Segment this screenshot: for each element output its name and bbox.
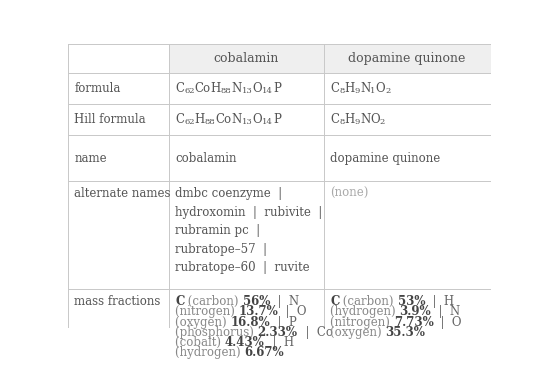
Text: 2: 2	[380, 118, 385, 126]
Text: C: C	[330, 113, 339, 126]
Text: Co: Co	[216, 113, 232, 126]
Text: (none): (none)	[330, 187, 368, 201]
Text: P: P	[273, 82, 281, 95]
Text: (oxygen): (oxygen)	[175, 315, 231, 329]
Text: (carbon): (carbon)	[184, 295, 243, 308]
Text: Co: Co	[195, 82, 211, 95]
Text: 1: 1	[370, 87, 376, 95]
Text: 4.43%: 4.43%	[225, 336, 264, 349]
Text: 13.7%: 13.7%	[239, 305, 278, 318]
Text: 35.3%: 35.3%	[385, 326, 425, 339]
Text: (nitrogen): (nitrogen)	[330, 315, 393, 329]
Text: 14: 14	[262, 118, 273, 126]
Text: cobalamin: cobalamin	[214, 52, 279, 65]
Text: 9: 9	[355, 118, 360, 126]
Text: 7.73%: 7.73%	[393, 315, 433, 329]
Text: H: H	[195, 113, 205, 126]
Text: 62: 62	[184, 87, 195, 95]
Text: C: C	[175, 113, 184, 126]
Text: 13: 13	[242, 118, 253, 126]
Text: C: C	[330, 295, 340, 308]
Text: |  N: | N	[431, 305, 460, 318]
Text: 13: 13	[242, 87, 253, 95]
Text: P: P	[273, 113, 281, 126]
Text: N: N	[232, 82, 242, 95]
Text: 16.8%: 16.8%	[231, 315, 270, 329]
Text: O: O	[253, 113, 262, 126]
Text: O: O	[376, 82, 385, 95]
Text: C: C	[330, 82, 339, 95]
Text: (hydrogen): (hydrogen)	[330, 305, 399, 318]
Text: (oxygen): (oxygen)	[330, 326, 385, 339]
Text: H: H	[211, 82, 221, 95]
Text: dmbc coenzyme  |
hydroxomin  |  rubivite  |
rubramin pc  |
rubratope–57  |
rubra: dmbc coenzyme | hydroxomin | rubivite | …	[175, 187, 322, 275]
Text: |  P: | P	[270, 315, 297, 329]
Text: (nitrogen): (nitrogen)	[175, 305, 239, 318]
Text: 88: 88	[205, 118, 216, 126]
Text: (hydrogen): (hydrogen)	[175, 346, 245, 359]
Text: dopamine quinone: dopamine quinone	[348, 52, 466, 65]
Text: cobalamin: cobalamin	[175, 152, 237, 164]
Text: 3.9%: 3.9%	[399, 305, 431, 318]
Text: Hill formula: Hill formula	[74, 113, 146, 126]
Text: 8: 8	[339, 118, 344, 126]
Text: H: H	[344, 82, 355, 95]
Text: (cobalt): (cobalt)	[175, 336, 225, 349]
Text: 8: 8	[339, 87, 344, 95]
Text: 56%: 56%	[243, 295, 270, 308]
Text: 62: 62	[184, 118, 195, 126]
Text: O: O	[253, 82, 262, 95]
Text: |  O: | O	[278, 305, 307, 318]
Text: C: C	[175, 295, 184, 308]
Text: (carbon): (carbon)	[340, 295, 398, 308]
Text: dopamine quinone: dopamine quinone	[330, 152, 440, 164]
Text: |  H: | H	[425, 295, 455, 308]
Text: 14: 14	[262, 87, 273, 95]
Text: O: O	[370, 113, 380, 126]
Text: 2: 2	[385, 87, 391, 95]
Text: C: C	[175, 82, 184, 95]
Text: (phosphorus): (phosphorus)	[175, 326, 258, 339]
Text: |  H: | H	[264, 336, 294, 349]
Text: |  N: | N	[270, 295, 299, 308]
Text: |  O: | O	[433, 315, 462, 329]
Text: H: H	[344, 113, 355, 126]
Text: formula: formula	[74, 82, 120, 95]
Text: N: N	[232, 113, 242, 126]
Text: alternate names: alternate names	[74, 187, 171, 201]
Bar	[324, 44, 490, 74]
Bar	[169, 44, 324, 74]
Text: 88: 88	[221, 87, 232, 95]
Text: name: name	[74, 152, 107, 164]
Text: |  Co: | Co	[298, 326, 332, 339]
Text: mass fractions: mass fractions	[74, 295, 161, 308]
Text: 2.33%: 2.33%	[258, 326, 298, 339]
Text: N: N	[360, 82, 370, 95]
Text: 53%: 53%	[398, 295, 425, 308]
Text: N: N	[360, 113, 370, 126]
Text: 6.67%: 6.67%	[245, 346, 284, 359]
Text: 9: 9	[355, 87, 360, 95]
